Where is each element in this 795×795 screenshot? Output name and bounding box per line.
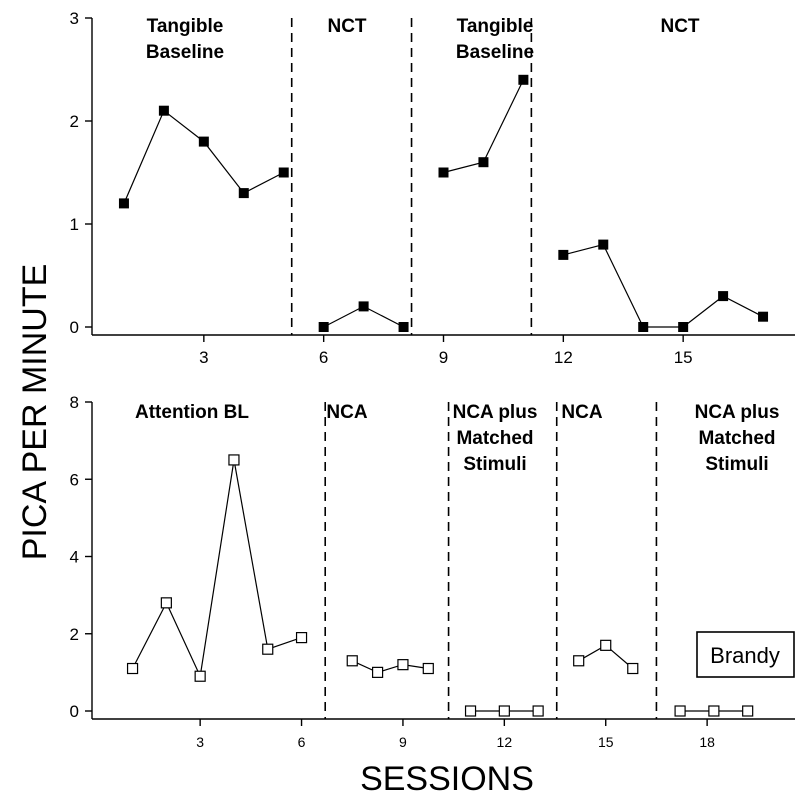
bottom-data-point (708, 705, 720, 717)
top-series-line (563, 243, 764, 328)
bottom-data-point (397, 659, 409, 671)
bottom-y-tick-label: 4 (70, 548, 79, 567)
legend-box (696, 631, 795, 678)
top-data-point (718, 291, 729, 302)
top-x-tick-label: 9 (439, 348, 448, 367)
bottom-series-line (351, 660, 429, 674)
top-data-point (598, 239, 609, 250)
y-axis-title: PICA PER MINUTE (16, 264, 54, 561)
bottom-phase-label: NCA (561, 402, 602, 423)
top-data-point (318, 322, 329, 332)
bottom-data-point (262, 643, 274, 655)
bottom-x-tick-label: 9 (399, 734, 407, 750)
x-axis-title: SESSIONS (360, 760, 534, 795)
bottom-phase-label: Attention BL (135, 402, 249, 423)
bottom-phase-label: NCA (326, 402, 367, 423)
bottom-data-point (346, 655, 358, 667)
top-y-tick-label: 0 (70, 318, 79, 337)
bottom-data-point (573, 655, 585, 667)
bottom-data-point (371, 666, 384, 678)
top-y-tick-label: 2 (70, 112, 79, 131)
top-data-point (678, 322, 689, 332)
top-x-tick-label: 15 (674, 348, 693, 367)
top-series-line (123, 109, 284, 204)
top-x-tick-label: 12 (554, 348, 573, 367)
top-y-tick-label: 1 (70, 215, 79, 234)
bottom-y-tick-label: 6 (70, 470, 79, 489)
top-phase-label: Tangible Baseline (146, 16, 224, 63)
bottom-data-point (674, 705, 686, 717)
bottom-phase-label: NCA plus Matched Stimuli (695, 402, 780, 475)
bottom-x-tick-label: 3 (196, 734, 204, 750)
top-data-point (438, 167, 449, 178)
bottom-x-tick-label: 12 (497, 734, 513, 750)
top-phase-label: Tangible Baseline (456, 16, 534, 63)
bottom-data-point (532, 705, 544, 717)
top-data-point (638, 322, 649, 332)
bottom-data-point (600, 639, 612, 651)
bottom-phase-label: NCA plus Matched Stimuli (453, 402, 538, 475)
top-data-point (198, 136, 209, 147)
top-data-point (238, 188, 249, 199)
bottom-x-tick-label: 18 (699, 734, 715, 750)
bottom-y-tick-label: 8 (70, 393, 79, 412)
top-data-point (158, 105, 169, 116)
top-x-tick-label: 3 (199, 348, 208, 367)
top-x-tick-label: 6 (319, 348, 328, 367)
top-data-point (518, 74, 529, 85)
top-data-point (558, 249, 569, 260)
bottom-data-point (194, 670, 206, 682)
top-data-point (118, 198, 129, 209)
bottom-x-tick-label: 15 (598, 734, 614, 750)
bottom-series-line (132, 459, 302, 679)
top-phase-label: NCT (660, 16, 699, 37)
bottom-data-point (627, 662, 639, 675)
top-y-tick-label: 3 (70, 9, 79, 28)
bottom-data-point (498, 705, 510, 717)
top-data-point (358, 301, 369, 312)
legend-label: Brandy (710, 643, 780, 668)
bottom-y-tick-label: 2 (70, 625, 79, 644)
bottom-data-point (422, 662, 434, 675)
top-data-point (758, 311, 769, 322)
bottom-data-point (295, 632, 308, 644)
bottom-data-point (126, 662, 139, 675)
top-phase-label: NCT (327, 16, 366, 37)
top-data-point (478, 157, 489, 168)
bottom-data-point (228, 454, 240, 466)
bottom-data-point (742, 705, 754, 717)
bottom-y-tick-label: 0 (70, 702, 79, 721)
bottom-data-point (160, 597, 172, 609)
bottom-x-tick-label: 6 (298, 734, 306, 750)
top-data-point (398, 322, 409, 332)
bottom-data-point (464, 705, 477, 717)
top-data-point (278, 167, 289, 178)
